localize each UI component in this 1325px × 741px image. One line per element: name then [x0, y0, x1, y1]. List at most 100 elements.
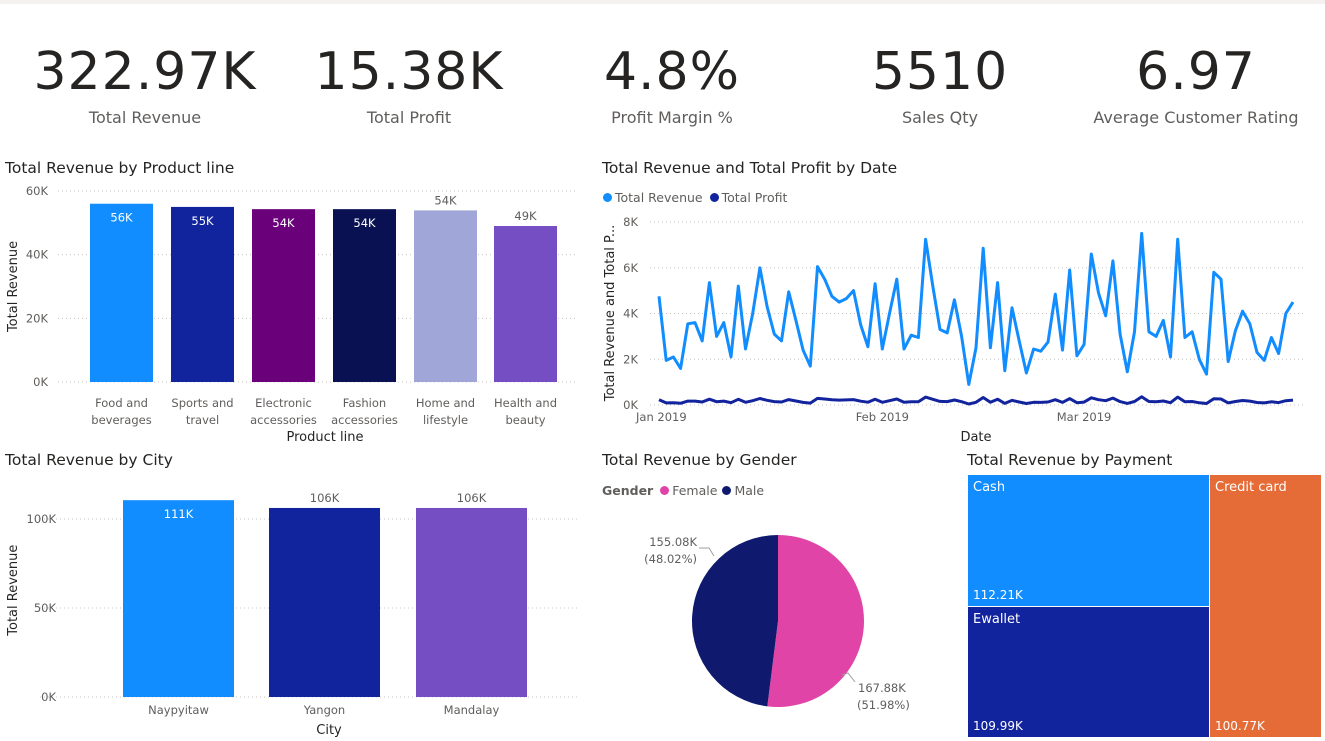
- x-tick-label: Mar 2019: [1057, 410, 1112, 424]
- x-tick-label: Health and: [494, 396, 557, 410]
- kpi-value: 6.97: [1136, 42, 1256, 102]
- bar-fashion-accessories[interactable]: [333, 209, 396, 382]
- x-tick-label: beverages: [91, 413, 151, 427]
- tile-value: 100.77K: [1215, 719, 1265, 733]
- kpi-label: Total Revenue: [88, 108, 202, 127]
- x-tick-label: Yangon: [303, 703, 345, 717]
- y-axis-title: Total Revenue: [6, 545, 21, 637]
- x-tick-label: Naypyitaw: [148, 703, 209, 717]
- bar-mandalay[interactable]: [416, 507, 527, 697]
- data-label: 111K: [164, 507, 194, 521]
- data-percent: (48.02%): [644, 552, 697, 566]
- x-tick-label: lifestyle: [423, 413, 468, 427]
- gender-chart-legend: Gender Female Male: [602, 483, 764, 498]
- y-tick-label: 6K: [623, 261, 638, 275]
- y-tick-label: 4K: [623, 307, 638, 321]
- legend-title: Gender: [602, 483, 654, 498]
- pie-slice-female[interactable]: [767, 535, 864, 707]
- leader-line: [699, 547, 715, 557]
- data-label: 55K: [191, 214, 214, 228]
- x-tick-label: Sports and: [171, 396, 233, 410]
- legend-dot-icon: [660, 486, 670, 495]
- data-label: 54K: [434, 193, 457, 207]
- x-axis-title: Product line: [287, 430, 364, 445]
- data-label: 155.08K: [649, 535, 697, 549]
- y-tick-label: 8K: [623, 215, 638, 229]
- kpi-value: 322.97K: [33, 42, 257, 102]
- tile-value: 112.21K: [973, 588, 1023, 602]
- legend-male[interactable]: Male: [734, 483, 765, 498]
- tile-label: Credit card: [1215, 480, 1287, 495]
- x-tick-label: travel: [186, 413, 219, 427]
- x-tick-label: Home and: [416, 396, 475, 410]
- tile-value: 109.99K: [973, 719, 1023, 733]
- legend-dot-icon: [709, 193, 719, 202]
- x-tick-label: Food and: [95, 396, 148, 410]
- y-tick-label: 50K: [34, 601, 57, 615]
- x-tick-label: accessories: [250, 413, 317, 427]
- x-tick-label: Electronic: [255, 396, 312, 410]
- kpi-value: 4.8%: [603, 42, 741, 102]
- y-tick-label: 2K: [623, 352, 638, 366]
- x-tick-label: Mandalay: [444, 703, 500, 717]
- treemap-tile-ewallet[interactable]: Ewallet 109.99K: [967, 606, 1210, 738]
- city-chart-title: Total Revenue by City: [5, 451, 173, 469]
- y-tick-label: 40K: [26, 248, 49, 262]
- data-label: 106K: [457, 491, 487, 505]
- x-tick-label: Jan 2019: [635, 410, 687, 424]
- bar-food-and-beverages[interactable]: [90, 203, 153, 382]
- y-tick-label: 60K: [26, 184, 49, 198]
- data-label: 54K: [272, 216, 295, 230]
- y-axis-title: Total Revenue and Total P...: [603, 225, 618, 403]
- product-chart-title: Total Revenue by Product line: [5, 159, 235, 177]
- legend-female[interactable]: Female: [672, 483, 718, 498]
- bar-electronic-accessories[interactable]: [252, 209, 315, 382]
- bar-naypyitaw[interactable]: [123, 500, 234, 697]
- x-axis-title: City: [316, 723, 342, 738]
- gender-chart-title: Total Revenue by Gender: [602, 451, 797, 469]
- leader-line: [841, 672, 856, 683]
- bar-health-and-beauty[interactable]: [494, 226, 557, 382]
- y-tick-label: 100K: [27, 512, 57, 526]
- y-tick-label: 20K: [26, 311, 49, 325]
- tile-label: Cash: [973, 480, 1006, 495]
- data-label: 167.88K: [858, 681, 906, 695]
- legend-revenue[interactable]: Total Revenue: [615, 190, 703, 205]
- y-tick-label: 0K: [623, 398, 638, 412]
- x-tick-label: Fashion: [343, 396, 386, 410]
- treemap-tile-cash[interactable]: Cash 112.21K: [967, 474, 1210, 607]
- data-label: 54K: [353, 216, 376, 230]
- bar-sports-and-travel[interactable]: [171, 206, 234, 382]
- y-tick-label: 0K: [33, 375, 48, 389]
- treemap-tile-credit-card[interactable]: Credit card 100.77K: [1209, 474, 1322, 738]
- y-tick-label: 0K: [41, 690, 56, 704]
- line-total-profit[interactable]: [658, 395, 1294, 406]
- kpi-value: 5510: [871, 42, 1009, 102]
- line-total-revenue[interactable]: [657, 231, 1295, 386]
- x-tick-label: beauty: [505, 413, 545, 427]
- data-label: 56K: [110, 211, 133, 225]
- tile-label: Ewallet: [973, 612, 1021, 627]
- kpi-label: Average Customer Rating: [1093, 108, 1299, 127]
- x-tick-label: Feb 2019: [856, 410, 909, 424]
- legend-dot-icon: [603, 193, 612, 202]
- date-chart-legend: Total Revenue Total Profit: [603, 190, 787, 205]
- y-axis-title: Total Revenue: [6, 241, 21, 333]
- bar-home-and-lifestyle[interactable]: [414, 210, 477, 382]
- x-axis-title: Date: [960, 430, 991, 445]
- kpi-value: 15.38K: [314, 42, 504, 102]
- pie-slice-male[interactable]: [691, 535, 778, 707]
- kpi-label: Sales Qty: [901, 108, 979, 127]
- top-bar: [0, 0, 1325, 4]
- payment-chart-title: Total Revenue by Payment: [967, 451, 1173, 469]
- legend-dot-icon: [722, 486, 732, 495]
- x-tick-label: accessories: [331, 413, 398, 427]
- legend-profit[interactable]: Total Profit: [721, 190, 788, 205]
- kpi-label: Total Profit: [366, 108, 452, 127]
- bar-yangon[interactable]: [269, 507, 380, 697]
- date-chart-title: Total Revenue and Total Profit by Date: [602, 159, 898, 177]
- data-percent: (51.98%): [857, 698, 910, 712]
- data-label: 49K: [514, 209, 537, 223]
- kpi-label: Profit Margin %: [611, 108, 733, 127]
